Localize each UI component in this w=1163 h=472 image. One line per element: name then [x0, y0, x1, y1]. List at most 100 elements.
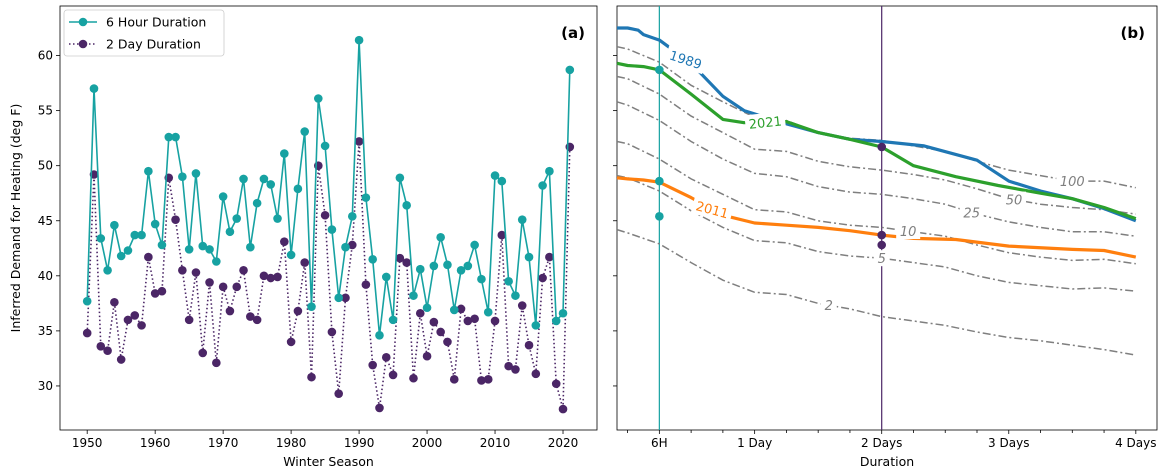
data-point	[429, 261, 439, 271]
label-background	[664, 44, 708, 75]
two-day-marker	[877, 240, 887, 250]
data-point	[123, 246, 133, 255]
x-tick-label: 2020	[548, 436, 579, 450]
data-point	[341, 293, 350, 303]
data-point	[449, 375, 459, 384]
return-period-label: 5	[878, 252, 886, 267]
data-point	[415, 308, 425, 318]
data-point	[415, 264, 425, 274]
data-point	[89, 84, 99, 93]
data-point	[347, 212, 357, 221]
data-point	[171, 132, 180, 142]
data-point	[225, 306, 235, 316]
data-point	[191, 169, 201, 178]
data-point	[205, 278, 214, 287]
data-point	[252, 198, 262, 208]
data-point	[538, 181, 547, 190]
return-period-line	[616, 101, 1136, 237]
data-point	[449, 305, 459, 315]
two-day-marker	[877, 230, 887, 240]
data-point	[524, 340, 534, 350]
data-point	[395, 173, 405, 183]
data-point	[300, 127, 310, 136]
data-point	[144, 252, 153, 262]
data-point	[483, 375, 493, 384]
data-point	[422, 351, 432, 361]
data-point	[212, 358, 221, 368]
data-point	[252, 315, 262, 325]
data-point	[82, 328, 92, 338]
data-point	[354, 35, 364, 45]
data-point	[524, 252, 534, 262]
data-point	[164, 132, 174, 142]
data-point	[511, 291, 520, 300]
x-tick-label: 2010	[480, 436, 511, 450]
data-point	[463, 261, 473, 271]
data-point	[198, 348, 208, 358]
data-point	[232, 282, 242, 292]
data-point	[300, 258, 310, 267]
x-tick-label: 1960	[140, 436, 171, 450]
x-tick-label: 1990	[344, 436, 375, 450]
return-period-line	[616, 45, 1136, 189]
return-period-line	[616, 228, 1136, 356]
y-tick-label: 40	[38, 269, 53, 283]
y-tick-label: 35	[38, 324, 53, 338]
y-tick-label: 30	[38, 379, 53, 393]
six-hour-marker	[655, 65, 664, 75]
y-tick-label: 60	[38, 49, 53, 63]
data-point	[320, 210, 330, 220]
return-period-label: 50	[1006, 194, 1023, 209]
data-point	[558, 404, 568, 414]
data-point	[463, 316, 473, 326]
data-point	[402, 258, 411, 267]
return-period-line	[616, 174, 1136, 292]
data-point	[123, 315, 133, 325]
data-point	[198, 241, 208, 251]
data-point	[511, 365, 520, 374]
data-point	[531, 321, 541, 330]
legend-label: 6 Hour Duration	[106, 15, 206, 30]
data-point	[314, 94, 323, 103]
panel-b: 6H 1 Day 2 Days 3 Days 4 Days Duration (b) 100 5…	[613, 5, 1158, 469]
data-point	[545, 166, 554, 176]
data-point	[456, 266, 466, 275]
year-label: 2021	[748, 114, 782, 132]
data-point	[150, 219, 160, 229]
data-point	[137, 321, 146, 330]
data-point	[307, 302, 316, 311]
data-point	[96, 342, 106, 351]
data-point	[259, 174, 269, 184]
data-point	[327, 225, 337, 234]
data-point	[110, 220, 119, 230]
series-line	[86, 40, 571, 336]
data-point	[273, 272, 282, 282]
data-point	[178, 266, 187, 275]
data-point	[347, 240, 357, 250]
data-point	[409, 291, 418, 300]
data-point	[436, 327, 445, 337]
data-point	[293, 306, 303, 316]
data-point	[218, 192, 228, 201]
data-point	[395, 253, 405, 263]
y-tick-label: 55	[38, 104, 53, 118]
data-point	[361, 193, 371, 202]
data-point	[504, 277, 513, 286]
data-point	[517, 215, 527, 224]
data-point	[130, 311, 140, 320]
data-point	[246, 242, 255, 252]
data-point	[232, 214, 242, 223]
data-point	[558, 308, 568, 318]
data-point	[225, 227, 235, 237]
data-point	[334, 293, 343, 303]
data-point	[239, 266, 248, 275]
data-point	[286, 250, 296, 260]
panel-label-b: (b)	[1121, 24, 1145, 42]
return-period-label: 10	[900, 225, 917, 240]
year-line	[616, 176, 1137, 259]
panel-label-a: (a)	[561, 24, 585, 42]
data-point	[273, 214, 282, 223]
x-tick-label: 3 Days	[988, 436, 1029, 450]
data-point	[184, 245, 194, 254]
